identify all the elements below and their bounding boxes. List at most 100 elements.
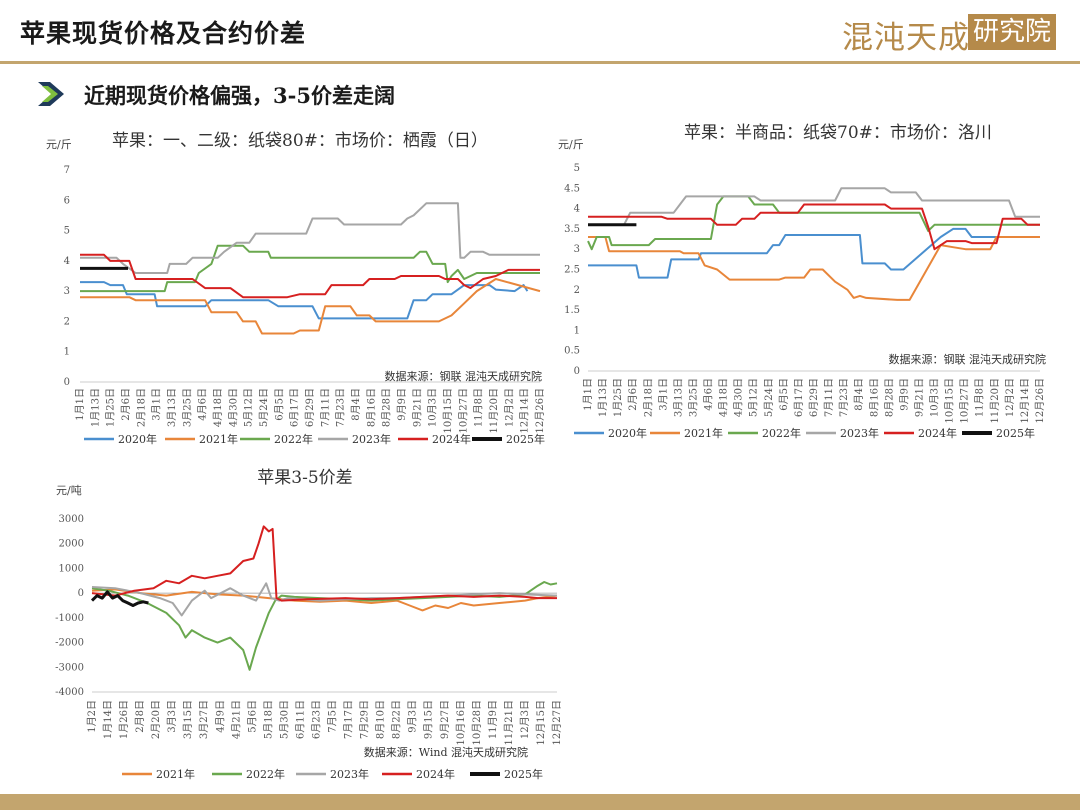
y-unit-label: 元/斤: [46, 138, 72, 151]
legend-label-2024: 2024年: [432, 432, 471, 446]
x-tick-label: 4月18日: [718, 378, 730, 417]
legend-label-2020: 2020年: [608, 426, 647, 440]
x-tick-label: 9月3日: [407, 700, 419, 733]
legend-label-2023: 2023年: [840, 426, 879, 440]
x-tick-label: 11月8日: [473, 388, 485, 427]
x-tick-label: 3月15日: [182, 700, 194, 739]
x-tick-label: 6月5日: [778, 378, 790, 411]
x-tick-label: 5月12日: [243, 388, 255, 427]
x-tick-label: 3月25日: [687, 378, 699, 417]
x-tick-label: 2月6日: [627, 378, 639, 411]
y-tick-label: 1: [574, 325, 580, 336]
x-tick-label: 12月3日: [519, 700, 531, 739]
legend-label-2025: 2025年: [996, 426, 1035, 440]
x-tick-label: 4月6日: [197, 388, 209, 421]
x-tick-label: 5月24日: [763, 378, 775, 417]
y-tick-label: -3000: [55, 662, 84, 673]
x-tick-label: 7月17日: [343, 700, 355, 739]
x-tick-label: 8月28日: [381, 388, 393, 427]
y-tick-label: 3: [574, 244, 580, 255]
y-tick-label: 4: [64, 256, 70, 267]
x-tick-label: 4月9日: [214, 700, 226, 733]
x-tick-label: 6月17日: [793, 378, 805, 417]
x-tick-label: 9月21日: [411, 388, 423, 427]
y-tick-label: 7: [64, 165, 70, 176]
x-tick-label: 9月9日: [898, 378, 910, 411]
source-note: 数据来源：钢联 混沌天成研究院: [385, 369, 543, 383]
y-tick-label: -2000: [55, 638, 84, 649]
x-tick-label: 12月26日: [1034, 378, 1046, 423]
x-tick-label: 8月22日: [391, 700, 403, 739]
chart-title: 苹果：半商品：纸袋70#：市场价：洛川: [684, 123, 992, 143]
x-tick-label: 12月14日: [1019, 378, 1031, 423]
x-tick-label: 3月13日: [672, 378, 684, 417]
x-tick-label: 3月27日: [198, 700, 210, 739]
chevron-right-icon: [38, 82, 64, 106]
x-tick-label: 11月20日: [488, 388, 500, 433]
y-tick-label: 6: [64, 195, 70, 206]
y-unit-label: 元/斤: [558, 138, 584, 151]
x-tick-label: 4月30日: [733, 378, 745, 417]
x-tick-label: 10月28日: [471, 700, 483, 745]
x-tick-label: 5月18日: [262, 700, 274, 739]
y-tick-label: 3: [64, 286, 70, 297]
x-tick-label: 12月14日: [519, 388, 531, 433]
legend-label-2022: 2022年: [246, 767, 285, 781]
legend-label-2023: 2023年: [330, 767, 369, 781]
y-tick-label: 1000: [59, 563, 84, 574]
y-tick-label: 2: [574, 285, 580, 296]
legend-label-2021: 2021年: [684, 426, 723, 440]
y-tick-label: 0.5: [564, 346, 580, 357]
series-line-2025: [90, 590, 149, 607]
logo-box: 研究院: [968, 14, 1056, 50]
series-line-2021: [588, 236, 1040, 301]
series-line-2021: [91, 588, 558, 612]
y-tick-label: 1.5: [564, 305, 580, 316]
y-tick-label: 0: [64, 377, 70, 388]
x-tick-label: 11月20日: [989, 378, 1001, 423]
legend-label-2022: 2022年: [762, 426, 801, 440]
x-tick-label: 4月6日: [703, 378, 715, 411]
x-tick-label: 2月18日: [135, 388, 147, 427]
x-tick-label: 9月21日: [913, 378, 925, 417]
x-tick-label: 11月21日: [503, 700, 515, 745]
x-tick-label: 3月1日: [657, 378, 669, 411]
x-tick-label: 7月5日: [327, 700, 339, 733]
x-tick-label: 6月11日: [294, 700, 306, 739]
x-tick-label: 1月13日: [89, 388, 101, 427]
x-tick-label: 7月11日: [319, 388, 331, 427]
page-title: 苹果现货价格及合约价差: [20, 19, 307, 48]
x-tick-label: 11月8日: [974, 378, 986, 417]
x-tick-label: 5月24日: [258, 388, 270, 427]
chart-title: 苹果3-5价差: [257, 468, 352, 488]
x-tick-label: 5月30日: [278, 700, 290, 739]
y-tick-label: 2000: [59, 539, 84, 550]
x-tick-label: 7月29日: [359, 700, 371, 739]
x-tick-label: 5月12日: [748, 378, 760, 417]
series-line-2023: [80, 202, 540, 274]
x-tick-label: 1月1日: [74, 388, 86, 421]
x-tick-label: 9月15日: [423, 700, 435, 739]
x-tick-label: 2月8日: [134, 700, 146, 733]
series-line-2024: [80, 253, 540, 299]
source-note: 数据来源：Wind 混沌天成研究院: [364, 745, 528, 759]
x-tick-label: 1月14日: [102, 700, 114, 739]
x-tick-label: 10月27日: [959, 378, 971, 423]
y-tick-label: 1: [64, 347, 70, 358]
legend-label-2020: 2020年: [118, 432, 157, 446]
legend-label-2024: 2024年: [918, 426, 957, 440]
y-tick-label: 5: [574, 163, 580, 174]
legend-label-2021: 2021年: [156, 767, 195, 781]
x-tick-label: 1月25日: [105, 388, 117, 427]
x-tick-label: 7月11日: [823, 378, 835, 417]
x-tick-label: 4月30日: [227, 388, 239, 427]
x-tick-label: 8月10日: [375, 700, 387, 739]
x-tick-label: 10月27日: [457, 388, 469, 433]
x-tick-label: 10月16日: [455, 700, 467, 745]
legend-label-2024: 2024年: [416, 767, 455, 781]
x-tick-label: 10月3日: [427, 388, 439, 427]
x-tick-label: 12月2日: [1004, 378, 1016, 417]
y-tick-label: -1000: [55, 613, 84, 624]
x-tick-label: 8月4日: [853, 378, 865, 411]
